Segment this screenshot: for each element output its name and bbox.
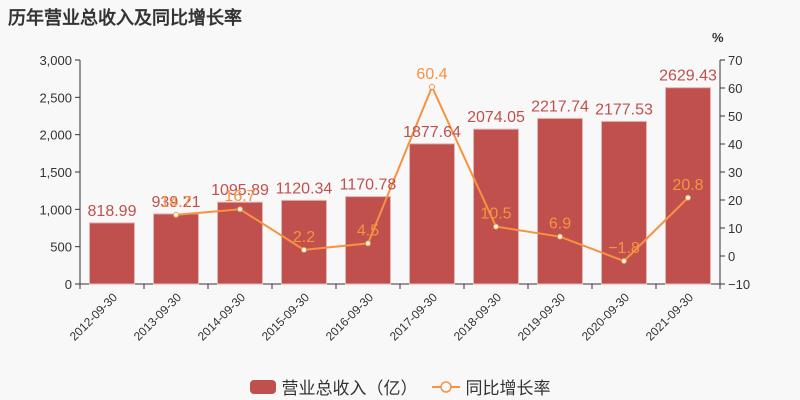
bar [217, 201, 263, 285]
bar [601, 120, 647, 285]
bar-value-label: 2217.74 [531, 98, 589, 115]
x-tick-label: 2014-09-30 [195, 290, 249, 344]
legend: 营业总收入（亿） 同比增长率 [0, 374, 800, 399]
growth-point [237, 206, 243, 213]
growth-point [685, 194, 691, 201]
left-tick-label: 500 [50, 240, 72, 255]
chart-title: 历年营业总收入及同比增长率 [8, 8, 242, 29]
bar [345, 196, 391, 285]
growth-value-label: 20.8 [672, 177, 703, 194]
x-tick-label: 2019-09-30 [515, 290, 569, 344]
growth-value-label: 60.4 [416, 66, 447, 83]
bar-value-label: 2629.43 [659, 68, 717, 85]
legend-item-growth[interactable]: 同比增长率 [431, 374, 551, 399]
left-tick-label: 0 [65, 277, 72, 292]
growth-value-label: 10.5 [480, 206, 511, 223]
growth-value-label: 16.7 [224, 188, 255, 205]
left-tick-label: 2,000 [39, 128, 72, 143]
right-tick-label: −10 [728, 277, 750, 292]
legend-item-revenue[interactable]: 营业总收入（亿） [249, 374, 418, 399]
bar-value-label: 939.21 [152, 194, 201, 211]
right-tick-label: 50 [728, 109, 742, 124]
growth-point [493, 223, 499, 230]
legend-label-revenue: 营业总收入（亿） [281, 379, 418, 399]
x-tick-label: 2018-09-30 [451, 290, 505, 344]
x-tick-label: 2012-09-30 [67, 290, 121, 344]
growth-point [621, 258, 627, 265]
growth-value-label: −1.8 [608, 240, 640, 257]
right-tick-label: 20 [728, 193, 742, 208]
growth-value-label: 2.2 [293, 229, 315, 246]
bar-value-label: 1170.78 [340, 177, 397, 194]
bar-value-label: 1095.89 [211, 182, 269, 199]
bar-swatch-icon [249, 379, 276, 394]
left-tick-label: 1,000 [39, 202, 72, 217]
x-tick-label: 2013-09-30 [131, 290, 185, 344]
right-tick-label: 60 [728, 81, 742, 96]
bar-value-label: 818.99 [88, 203, 137, 220]
x-tick-label: 2017-09-30 [387, 290, 441, 344]
left-tick-label: 1,500 [39, 165, 72, 180]
growth-point [173, 211, 179, 218]
bar [409, 143, 455, 285]
growth-point [557, 233, 563, 240]
bar-value-label: 2074.05 [467, 109, 525, 126]
x-tick-label: 2016-09-30 [323, 290, 377, 344]
bar [537, 117, 583, 285]
legend-label-growth: 同比增长率 [465, 379, 551, 399]
growth-value-label: 4.5 [357, 222, 379, 239]
bar [281, 199, 327, 285]
right-tick-label: 30 [728, 165, 742, 180]
growth-value-label: 6.9 [549, 216, 571, 233]
right-axis-unit: % [712, 30, 724, 45]
bar-value-label: 2177.53 [595, 101, 653, 118]
line-marker-icon [431, 380, 460, 393]
bar [153, 213, 199, 285]
right-tick-label: 70 [728, 53, 742, 68]
x-tick-label: 2020-09-30 [579, 290, 633, 344]
left-tick-label: 2,500 [39, 90, 72, 105]
bar-value-label: 1120.34 [276, 180, 333, 197]
bar [665, 87, 711, 285]
x-tick-label: 2021-09-30 [643, 290, 697, 344]
left-tick-label: 3,000 [39, 53, 72, 68]
x-tick-label: 2015-09-30 [259, 290, 313, 344]
right-tick-label: 10 [728, 221, 742, 236]
right-tick-label: 40 [728, 137, 742, 152]
bar [473, 128, 519, 285]
growth-point [429, 83, 435, 90]
bar-value-label: 1877.64 [403, 124, 461, 141]
growth-point [301, 246, 307, 253]
right-tick-label: 0 [728, 249, 735, 264]
bar [89, 222, 135, 285]
growth-value-label: 14.7 [160, 194, 191, 211]
growth-point [365, 240, 371, 247]
